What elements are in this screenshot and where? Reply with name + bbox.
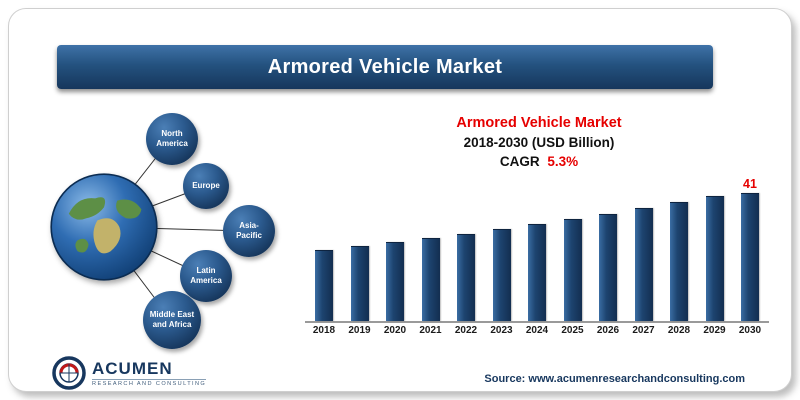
bar-2028 [670, 201, 688, 321]
bar-2021 [421, 237, 440, 321]
logo-subtitle: RESEARCH AND CONSULTING [92, 378, 207, 387]
bar-plot: 41 [305, 177, 769, 323]
bar-column [416, 177, 446, 321]
region-bubble-latin-america: Latin America [180, 250, 232, 302]
bar-column [629, 177, 659, 321]
region-bubble-middle-east-africa: Middle East and Africa [143, 291, 201, 349]
region-label: North America [156, 129, 188, 148]
x-axis-labels: 2018 2019 2020 2021 2022 2023 2024 2025 2026 2027… [305, 325, 769, 336]
cagr-value: 5.3% [547, 154, 579, 169]
chart-subtitle: 2018-2030 (USD Billion) [463, 135, 615, 150]
bar-column: 41 [735, 177, 765, 321]
x-axis-label: 2022 [454, 325, 478, 336]
globe-icon [50, 173, 158, 281]
bar-2025 [563, 218, 582, 321]
logo-title: ACUMEN [92, 358, 173, 378]
bar-2024 [528, 224, 546, 321]
bar-column [309, 177, 339, 321]
region-label: Asia-Pacific [236, 221, 262, 240]
bar-2029 [705, 195, 724, 321]
title-banner: Armored Vehicle Market [57, 45, 713, 89]
bar-2030 [741, 193, 759, 321]
x-axis-label: 2018 [312, 325, 336, 336]
bar-column [700, 177, 730, 321]
x-axis-label: 2028 [667, 325, 691, 336]
x-axis-label: 2030 [738, 325, 762, 336]
bar-column [451, 177, 481, 321]
bar-2020 [386, 241, 404, 321]
page-title: Armored Vehicle Market [267, 55, 503, 78]
region-bubble-asia-pacific: Asia-Pacific [223, 205, 275, 257]
logo-text-block: ACUMEN RESEARCH AND CONSULTING [92, 358, 207, 387]
x-axis-label: 2021 [419, 325, 442, 336]
acumen-logo: ACUMEN RESEARCH AND CONSULTING [51, 355, 207, 391]
bar-column [593, 177, 623, 321]
cagr-label: CAGR [499, 154, 540, 169]
region-bubble-north-america: North America [146, 113, 198, 165]
bar-column [345, 177, 375, 321]
bar-2018 [315, 249, 333, 321]
chart-cagr-line: CAGR 5.3% [369, 154, 709, 169]
bar-column [522, 177, 552, 321]
bar-column [664, 177, 694, 321]
chart-title-block: Armored Vehicle Market 2018-2030 (USD Bi… [369, 115, 709, 169]
chart-title: Armored Vehicle Market [456, 115, 622, 131]
bar-column [558, 177, 588, 321]
bar-2027 [634, 208, 653, 321]
source-text: Source: www.acumenresearchandconsulting.… [484, 373, 745, 385]
region-label: Middle East and Africa [149, 310, 195, 329]
x-axis-label: 2024 [525, 325, 549, 336]
x-axis-label: 2023 [490, 325, 513, 336]
bar-2019 [350, 245, 369, 321]
x-axis-label: 2025 [561, 325, 584, 336]
bar-2026 [599, 213, 617, 321]
region-label: Europe [192, 181, 220, 191]
acumen-logo-icon [52, 356, 86, 390]
x-axis-label: 2027 [632, 325, 655, 336]
x-axis-label: 2020 [383, 325, 407, 336]
bar-2022 [457, 233, 475, 321]
infographic-card: Armored Vehicle Market North America Eur… [8, 8, 792, 392]
bar-2023 [492, 228, 511, 321]
x-axis-label: 2019 [348, 325, 371, 336]
region-label: Latin America [190, 266, 222, 285]
bar-column [380, 177, 410, 321]
x-axis-label: 2029 [703, 325, 726, 336]
bar-column [487, 177, 517, 321]
region-bubble-europe: Europe [183, 163, 229, 209]
x-axis-label: 2026 [596, 325, 620, 336]
bar-value-label: 41 [743, 177, 757, 191]
